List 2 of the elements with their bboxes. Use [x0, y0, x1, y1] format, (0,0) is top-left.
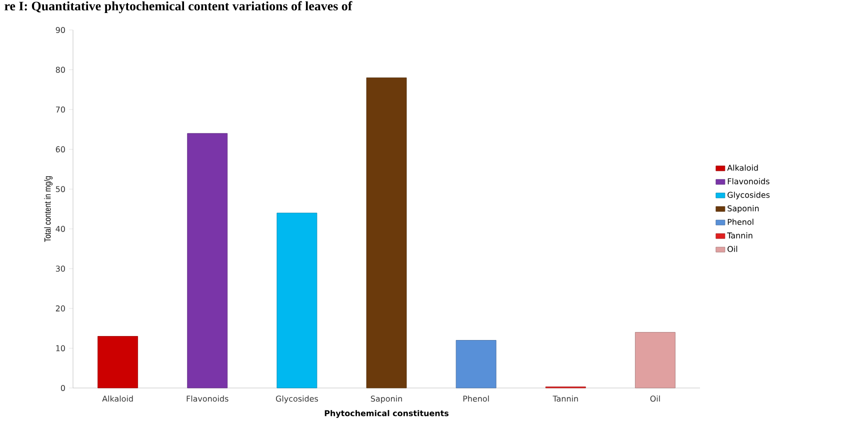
y-axis-title: Total content in mg/g [44, 176, 53, 242]
chart-title: re I: Quantitative phytochemical content variations of leaves of [4, 1, 352, 14]
